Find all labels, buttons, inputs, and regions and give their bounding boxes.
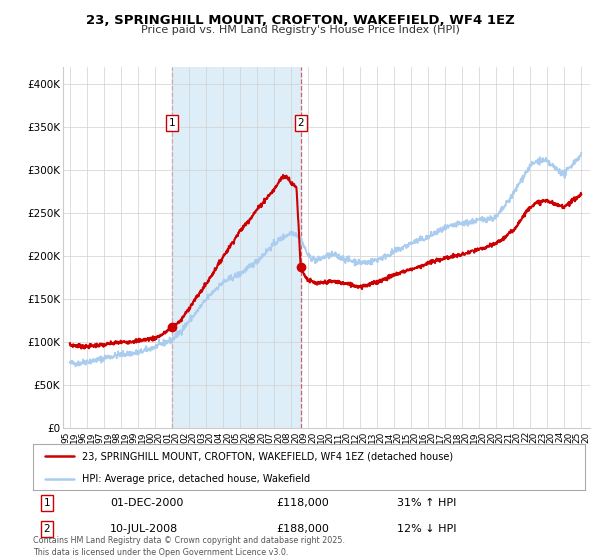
- Text: 2: 2: [298, 118, 304, 128]
- Text: 1: 1: [169, 118, 175, 128]
- Bar: [172, 67, 301, 428]
- Text: 10-JUL-2008: 10-JUL-2008: [110, 524, 179, 534]
- Text: 01-DEC-2000: 01-DEC-2000: [110, 498, 184, 508]
- Text: £118,000: £118,000: [276, 498, 329, 508]
- Text: Price paid vs. HM Land Registry's House Price Index (HPI): Price paid vs. HM Land Registry's House …: [140, 25, 460, 35]
- Text: HPI: Average price, detached house, Wakefield: HPI: Average price, detached house, Wake…: [82, 474, 310, 483]
- Text: 12% ↓ HPI: 12% ↓ HPI: [397, 524, 457, 534]
- Text: 2: 2: [43, 524, 50, 534]
- Text: 23, SPRINGHILL MOUNT, CROFTON, WAKEFIELD, WF4 1EZ (detached house): 23, SPRINGHILL MOUNT, CROFTON, WAKEFIELD…: [82, 451, 453, 461]
- Text: 1: 1: [43, 498, 50, 508]
- Text: Contains HM Land Registry data © Crown copyright and database right 2025.
This d: Contains HM Land Registry data © Crown c…: [33, 536, 345, 557]
- Text: 23, SPRINGHILL MOUNT, CROFTON, WAKEFIELD, WF4 1EZ: 23, SPRINGHILL MOUNT, CROFTON, WAKEFIELD…: [86, 14, 514, 27]
- Text: £188,000: £188,000: [276, 524, 329, 534]
- Text: 31% ↑ HPI: 31% ↑ HPI: [397, 498, 457, 508]
